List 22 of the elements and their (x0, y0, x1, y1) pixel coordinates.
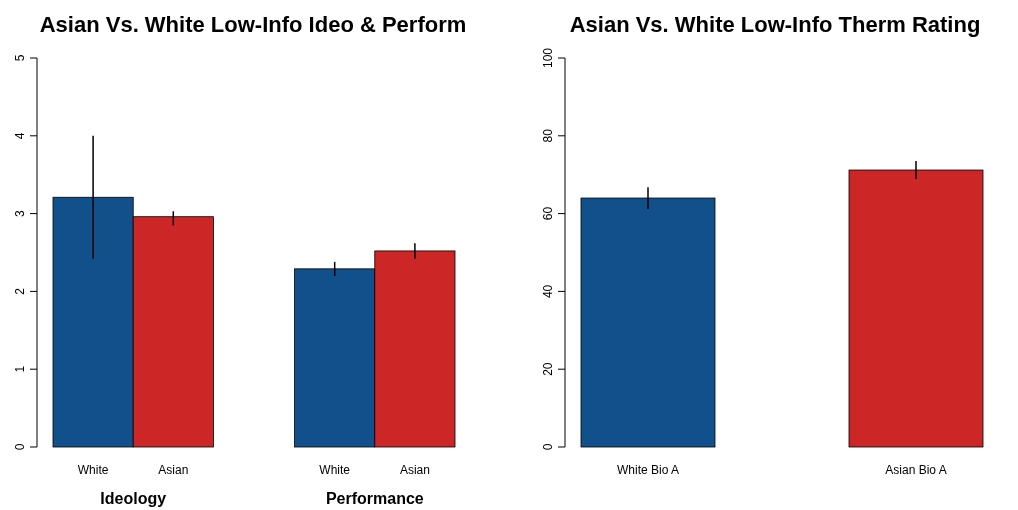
y-tick-label: 60 (541, 206, 555, 221)
series-label: White (77, 463, 109, 477)
y-tick-label: 40 (541, 284, 555, 299)
y-tick-label: 2 (13, 287, 27, 295)
y-tick-label: 1 (13, 365, 27, 373)
y-tick-label: 20 (541, 362, 555, 376)
text: Asian (399, 463, 430, 477)
y-tick-label: 0 (541, 443, 555, 451)
x-tick-label: Ideology (100, 490, 167, 507)
x-tick-label: Asian Bio A (885, 463, 947, 477)
y-tick-label: 0 (13, 443, 27, 451)
y-tick-label: 100 (541, 47, 555, 69)
y-tick-label: 80 (541, 128, 555, 143)
chart-title: Asian Vs. White Low-Info Ideo & Perform (39, 12, 467, 37)
y-tick-label: 4 (13, 132, 27, 140)
x-tick-label: White Bio A (616, 463, 680, 477)
chart-title: Asian Vs. White Low-Info Therm Rating (569, 12, 981, 37)
text: White (319, 463, 351, 477)
y-tick-label: 3 (13, 209, 27, 217)
series-label: Asian (158, 463, 189, 477)
x-tick-label: Performance (325, 490, 424, 507)
y-tick-label: 5 (13, 54, 27, 62)
